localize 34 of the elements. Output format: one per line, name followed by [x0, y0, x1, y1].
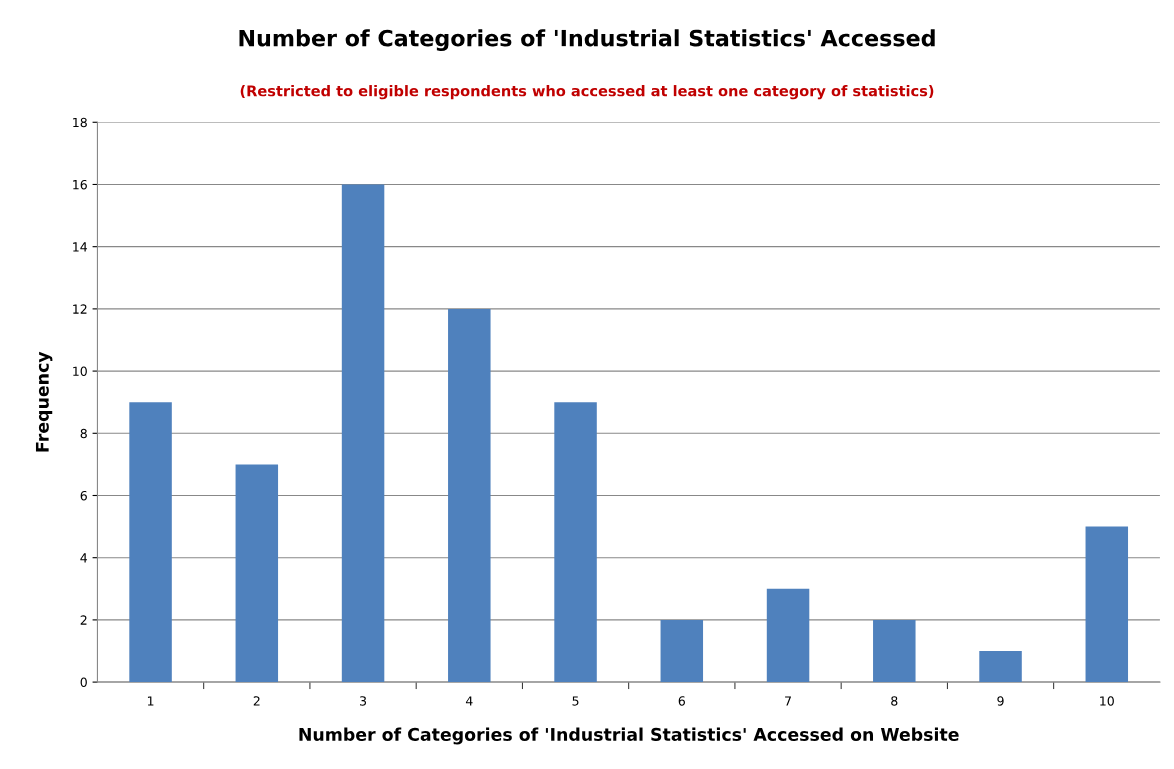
- bar: [448, 308, 491, 683]
- y-tick-label: 4: [80, 553, 88, 563]
- x-tick-label: 5: [572, 696, 579, 706]
- x-tick-label: 7: [785, 696, 791, 706]
- y-tick-label: 8: [80, 428, 87, 439]
- chart-title: Number of Categories of 'Industrial Statistics' Accessed: [239, 29, 935, 51]
- bar: [660, 619, 704, 683]
- x-tick-label: 10: [1100, 696, 1114, 706]
- x-tick-label: 2: [253, 696, 260, 706]
- bar: [554, 402, 597, 683]
- x-tick-label: 8: [891, 696, 898, 706]
- y-tick-label: 10: [73, 366, 87, 377]
- y-axis-title: Frequency: [35, 351, 53, 452]
- x-axis-title: Number of Categories of 'Industrial Statistics' Accessed on Website: [299, 727, 959, 745]
- y-tick-label: 14: [73, 242, 88, 252]
- y-tick-label: 12: [73, 304, 87, 314]
- x-tick-label: 4: [465, 696, 473, 706]
- bar: [873, 619, 916, 683]
- y-tick-label: 16: [73, 179, 87, 190]
- y-tick-label: 6: [80, 490, 87, 501]
- bar: [979, 651, 1022, 683]
- y-tick-label: 18: [73, 117, 87, 128]
- x-tick-label: 9: [997, 696, 1004, 706]
- bar: [341, 184, 385, 683]
- y-tick-label: 0: [80, 677, 87, 688]
- y-tick-label: 2: [80, 615, 87, 625]
- bar: [235, 464, 279, 683]
- bar: [129, 402, 172, 683]
- x-tick-label: 6: [678, 696, 685, 706]
- x-tick-label: 3: [360, 696, 367, 706]
- chart-subtitle: (Restricted to eligible respondents who accessed at least one category of statistics): [240, 85, 934, 100]
- x-tick-label: 1: [147, 696, 154, 706]
- bar: [766, 588, 810, 683]
- bar: [1085, 526, 1129, 683]
